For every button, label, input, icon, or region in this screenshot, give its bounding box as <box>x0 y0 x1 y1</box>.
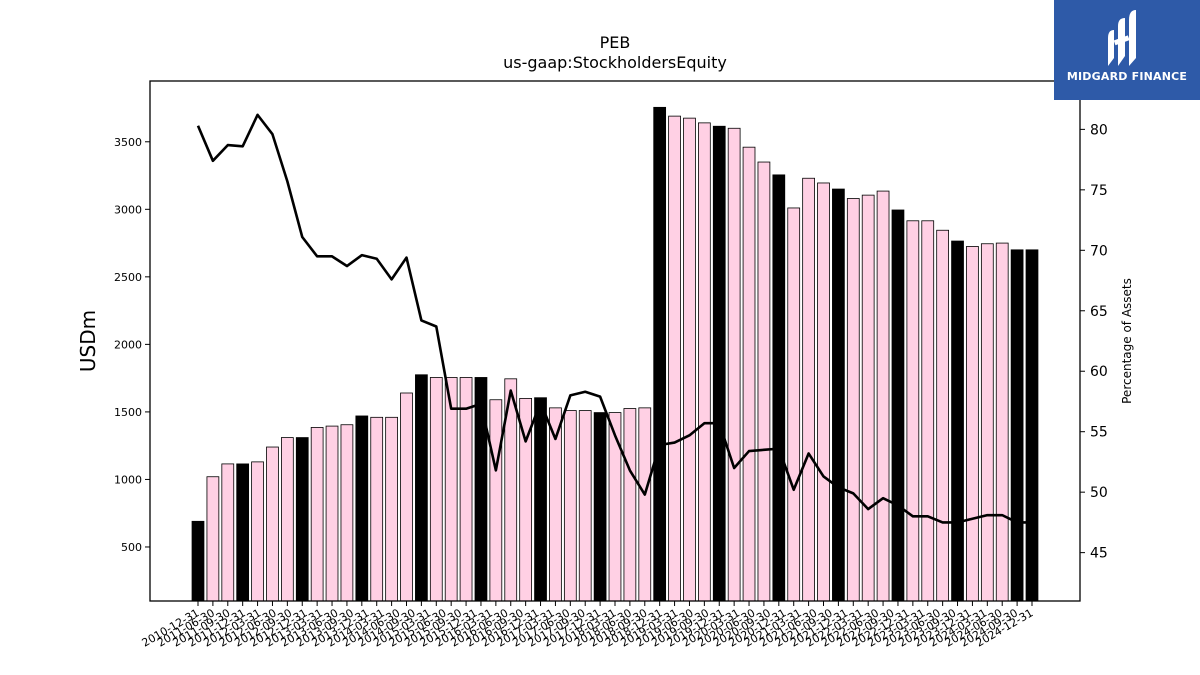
chart-subtitle: us-gaap:StockholdersEquity <box>503 53 727 72</box>
bar-2017-09-30 <box>593 412 607 602</box>
right-y-tick-label: 65 <box>1090 304 1108 320</box>
bar-2020-06-30 <box>757 161 771 602</box>
bar-2022-03-31 <box>861 194 875 602</box>
right-y-tick-label: 75 <box>1090 183 1108 199</box>
bar-2024-06-30 <box>995 242 1009 602</box>
right-y-tick-label: 50 <box>1090 485 1108 501</box>
midgard-logo-icon <box>1108 10 1136 66</box>
bar-2024-03-31 <box>980 243 994 602</box>
bar-2023-09-30 <box>951 240 964 602</box>
right-y-tick-label: 55 <box>1090 425 1108 441</box>
bar-2019-12-31 <box>727 127 741 602</box>
left-y-tick-label: 1500 <box>114 406 142 419</box>
left-y-axis: 500 1000 1500 2000 2500 3000 3500 <box>114 136 150 554</box>
bar-2018-12-31 <box>668 115 681 602</box>
right-y-axis: 45 50 55 60 65 70 75 80 <box>1080 122 1108 562</box>
chart-title: PEB <box>600 33 631 52</box>
right-y-tick-label: 45 <box>1090 546 1108 562</box>
bar-2017-06-30 <box>578 410 592 602</box>
right-y-tick-label: 70 <box>1090 243 1108 259</box>
bar-series <box>191 106 1039 602</box>
left-y-tick-label: 3500 <box>114 136 142 149</box>
bar-2023-12-31 <box>966 246 979 602</box>
bar-2021-03-31 <box>802 177 815 602</box>
left-y-tick-label: 2000 <box>114 338 142 351</box>
bar-2016-09-30 <box>534 397 547 602</box>
bar-2015-12-31 <box>489 399 503 602</box>
bar-2022-12-31 <box>906 220 920 602</box>
bar-2020-12-31 <box>787 207 801 602</box>
bar-2012-03-31 <box>266 446 279 602</box>
bar-2013-09-30 <box>355 415 369 602</box>
bar-2015-09-30 <box>474 377 488 602</box>
bar-2019-09-30 <box>712 125 726 602</box>
bar-2011-12-31 <box>251 461 264 602</box>
bar-2020-09-30 <box>772 174 786 602</box>
bar-2011-06-30 <box>221 463 235 602</box>
right-axis-label: Percentage of Assets <box>1120 278 1134 404</box>
bar-2021-06-30 <box>817 182 830 602</box>
right-y-tick-label: 60 <box>1090 364 1108 380</box>
line-series <box>196 113 1032 524</box>
logo-text: MIDGARD FINANCE <box>1066 70 1188 83</box>
left-y-tick-label: 1000 <box>114 473 142 486</box>
bar-2021-12-31 <box>846 198 860 602</box>
midgard-logo: MIDGARD FINANCE <box>1054 0 1200 100</box>
bar-2022-09-30 <box>891 209 905 602</box>
bar-2010-12-31 <box>191 520 205 602</box>
bar-2020-03-31 <box>742 146 756 602</box>
bar-2017-03-31 <box>563 410 577 602</box>
bar-2015-03-31 <box>444 377 458 602</box>
bar-2013-12-31 <box>370 416 384 602</box>
bar-2018-03-31 <box>623 408 637 602</box>
bar-2019-06-30 <box>698 122 711 602</box>
bar-2014-09-30 <box>415 374 428 602</box>
bar-2018-06-30 <box>638 407 652 602</box>
bar-2015-06-30 <box>459 377 473 602</box>
bar-2011-09-30 <box>236 463 250 602</box>
bar-2019-03-31 <box>683 117 696 602</box>
bar-2018-09-30 <box>653 106 667 602</box>
bar-2024-09-30 <box>1010 249 1024 602</box>
bar-2014-12-31 <box>429 377 443 602</box>
bar-2023-06-30 <box>936 229 950 602</box>
left-y-tick-label: 500 <box>121 541 142 554</box>
bar-2017-12-31 <box>608 412 622 602</box>
left-y-tick-label: 2500 <box>114 271 142 284</box>
bar-2012-06-30 <box>280 437 294 602</box>
bar-2012-12-31 <box>310 427 324 602</box>
left-y-tick-label: 3000 <box>114 203 142 216</box>
x-axis: 2010-12-312011-06-302011-09-302011-12-31… <box>140 601 1036 650</box>
bar-2014-06-30 <box>400 392 413 602</box>
bar-2012-09-30 <box>295 437 309 602</box>
bar-2011-03-31 <box>206 476 220 602</box>
bar-2021-09-30 <box>832 188 845 602</box>
percentage-of-assets-line <box>196 113 1032 524</box>
bar-2023-03-31 <box>921 220 935 602</box>
bar-2014-03-31 <box>385 416 398 602</box>
bar-2024-12-31 <box>1025 249 1039 602</box>
bar-2013-06-30 <box>340 424 354 602</box>
bar-2013-03-31 <box>325 425 339 602</box>
bar-2022-06-30 <box>876 190 890 602</box>
left-axis-label: USDm <box>76 310 100 372</box>
right-y-tick-label: 80 <box>1090 122 1108 138</box>
